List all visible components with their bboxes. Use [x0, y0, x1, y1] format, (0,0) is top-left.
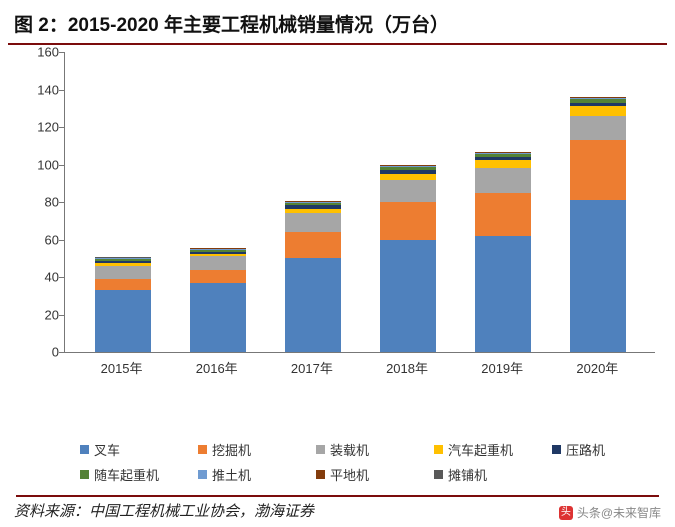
stacked-bar [95, 257, 151, 352]
legend-label: 装载机 [330, 440, 369, 459]
legend-item: 摊铺机 [434, 465, 534, 484]
bar-segment [570, 140, 626, 200]
stacked-bar [190, 248, 246, 352]
bar-segment [190, 256, 246, 269]
bar-segment [190, 283, 246, 352]
legend-item: 随车起重机 [80, 465, 180, 484]
legend-swatch [316, 470, 325, 479]
x-tick-label: 2017年 [284, 358, 340, 377]
stacked-bar [475, 152, 531, 352]
legend-swatch [552, 445, 561, 454]
bar-segment [570, 106, 626, 115]
chart-title: 图 2：2015-2020 年主要工程机械销量情况（万台） [0, 0, 675, 43]
y-tick [59, 127, 65, 128]
y-tick [59, 90, 65, 91]
bar-segment [285, 213, 341, 232]
bar-segment [285, 232, 341, 258]
legend-item: 挖掘机 [198, 440, 298, 459]
y-tick-label: 80 [29, 195, 59, 210]
footer-row: 资料来源：中国工程机械工业协会，渤海证券 头 头条@未来智库 [14, 500, 661, 521]
y-tick-label: 20 [29, 307, 59, 322]
legend-item: 推土机 [198, 465, 298, 484]
watermark-text: 头条@未来智库 [577, 504, 661, 521]
legend-swatch [434, 470, 443, 479]
legend-swatch [434, 445, 443, 454]
figure-container: 图 2：2015-2020 年主要工程机械销量情况（万台） 0204060801… [0, 0, 675, 527]
legend-item: 平地机 [316, 465, 416, 484]
bar-segment [95, 279, 151, 290]
bar-segment [475, 160, 531, 168]
x-tick-label: 2018年 [379, 358, 435, 377]
stacked-bar [380, 165, 436, 353]
y-tick-label: 120 [29, 120, 59, 135]
y-tick [59, 202, 65, 203]
bar-segment [190, 270, 246, 283]
chart-area: 020406080100120140160 2015年2016年2017年201… [26, 48, 661, 418]
legend-label: 平地机 [330, 465, 369, 484]
watermark: 头 头条@未来智库 [559, 504, 661, 521]
bar-segment [380, 240, 436, 353]
bar-segment [570, 200, 626, 352]
bar-segment [380, 202, 436, 240]
y-tick-label: 100 [29, 157, 59, 172]
plot-area: 020406080100120140160 [64, 52, 655, 353]
stacked-bar [285, 201, 341, 353]
legend-label: 叉车 [94, 440, 120, 459]
legend-swatch [80, 470, 89, 479]
bar-segment [95, 290, 151, 352]
stacked-bar [570, 97, 626, 352]
x-tick-label: 2016年 [189, 358, 245, 377]
legend-item: 叉车 [80, 440, 180, 459]
y-tick [59, 277, 65, 278]
y-tick-label: 40 [29, 270, 59, 285]
bar-segment [380, 180, 436, 203]
legend-label: 压路机 [566, 440, 605, 459]
y-tick-label: 140 [29, 82, 59, 97]
y-tick [59, 315, 65, 316]
bar-segment [95, 266, 151, 279]
bars-container [65, 52, 655, 352]
x-tick-label: 2015年 [94, 358, 150, 377]
bar-segment [570, 116, 626, 140]
y-tick [59, 240, 65, 241]
legend-swatch [316, 445, 325, 454]
legend-swatch [198, 445, 207, 454]
legend-item: 汽车起重机 [434, 440, 534, 459]
legend-item: 装载机 [316, 440, 416, 459]
x-tick-label: 2020年 [569, 358, 625, 377]
y-tick-label: 60 [29, 232, 59, 247]
legend-label: 汽车起重机 [448, 440, 513, 459]
legend-item: 压路机 [552, 440, 652, 459]
legend-label: 推土机 [212, 465, 251, 484]
legend-swatch [80, 445, 89, 454]
bar-segment [475, 236, 531, 352]
y-tick [59, 52, 65, 53]
bar-segment [475, 168, 531, 192]
y-tick-label: 160 [29, 45, 59, 60]
legend-label: 挖掘机 [212, 440, 251, 459]
bar-segment [475, 193, 531, 236]
legend-label: 随车起重机 [94, 465, 159, 484]
y-tick-label: 0 [29, 345, 59, 360]
source-text: 资料来源：中国工程机械工业协会，渤海证券 [14, 500, 314, 521]
watermark-icon: 头 [559, 506, 573, 520]
y-tick [59, 165, 65, 166]
legend-swatch [198, 470, 207, 479]
bar-segment [285, 258, 341, 352]
legend: 叉车 挖掘机 装载机 汽车起重机 压路机随车起重机 推土机 平地机 摊铺机 [80, 440, 655, 484]
x-tick-label: 2019年 [474, 358, 530, 377]
source-rule [16, 495, 659, 497]
legend-label: 摊铺机 [448, 465, 487, 484]
x-axis-labels: 2015年 2016年 2017年 2018年 2019年 2020年 [64, 358, 655, 377]
y-tick [59, 352, 65, 353]
title-rule [8, 43, 667, 45]
